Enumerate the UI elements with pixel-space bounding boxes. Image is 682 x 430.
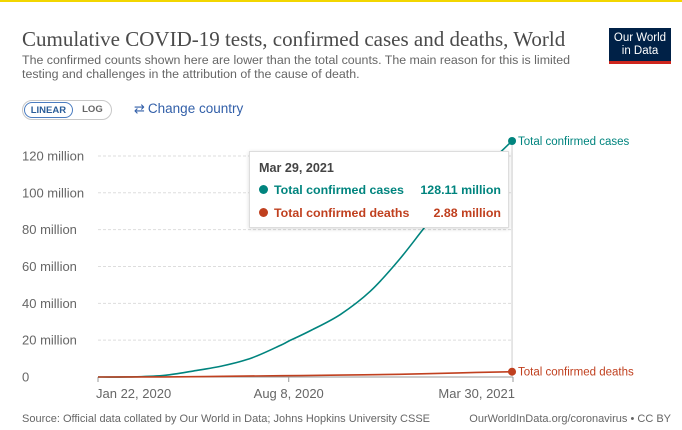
chart-subtitle: The confirmed counts shown here are lowe… [22, 53, 570, 81]
logo-stripe [609, 61, 671, 64]
x-tick-label: Jan 22, 2020 [96, 386, 171, 401]
swap-arrows-icon: ⇄ [134, 101, 145, 116]
top-accent-bar [0, 0, 682, 2]
y-tick-label: 80 million [22, 222, 77, 237]
chart-title: Cumulative COVID-19 tests, confirmed cas… [22, 27, 566, 51]
tooltip: Mar 29, 2021 Total confirmed cases 128.1… [249, 151, 509, 228]
tooltip-date: Mar 29, 2021 [259, 161, 334, 175]
cases-end-point [508, 137, 517, 145]
linear-scale-button[interactable]: LINEAR [24, 102, 73, 118]
deaths-end-point [508, 367, 517, 376]
log-scale-button[interactable]: LOG [82, 104, 103, 115]
cases-dot-icon [259, 185, 268, 194]
logo-line1: Our World [613, 32, 667, 44]
tooltip-row-deaths: Total confirmed deaths 2.88 million [259, 206, 501, 222]
deaths-series-label: Total confirmed deaths [518, 367, 634, 379]
owid-logo[interactable]: Our World in Data [609, 28, 671, 64]
deaths-dot-icon [259, 208, 268, 217]
y-tick-label: 120 million [22, 148, 84, 163]
x-tick-label: Mar 30, 2021 [438, 386, 515, 401]
tooltip-row-cases: Total confirmed cases 128.11 million [259, 183, 501, 199]
change-country-label: Change country [147, 101, 244, 116]
tooltip-cases-label: Total confirmed cases [274, 183, 404, 197]
scale-toggle[interactable]: LINEAR LOG [22, 100, 112, 120]
deaths-series-line [97, 370, 513, 378]
tooltip-cases-value: 128.11 million [420, 183, 501, 197]
tooltip-deaths-label: Total confirmed deaths [274, 206, 410, 220]
y-tick-label: 20 million [22, 333, 77, 348]
footer-link[interactable]: OurWorldInData.org/coronavirus • CC BY [469, 413, 671, 425]
cases-series-label: Total confirmed cases [518, 136, 629, 148]
x-tick-label: Aug 8, 2020 [254, 386, 324, 401]
y-tick-label: 40 million [22, 296, 77, 311]
y-tick-label: 0 [22, 370, 29, 385]
y-tick-label: 100 million [22, 185, 84, 200]
tooltip-deaths-value: 2.88 million [433, 206, 501, 220]
logo-line2: in Data [621, 45, 659, 57]
y-tick-label: 60 million [22, 259, 77, 274]
change-country-button[interactable]: ⇄ Change country [134, 101, 243, 117]
source-text: Source: Official data collated by Our Wo… [22, 413, 430, 425]
